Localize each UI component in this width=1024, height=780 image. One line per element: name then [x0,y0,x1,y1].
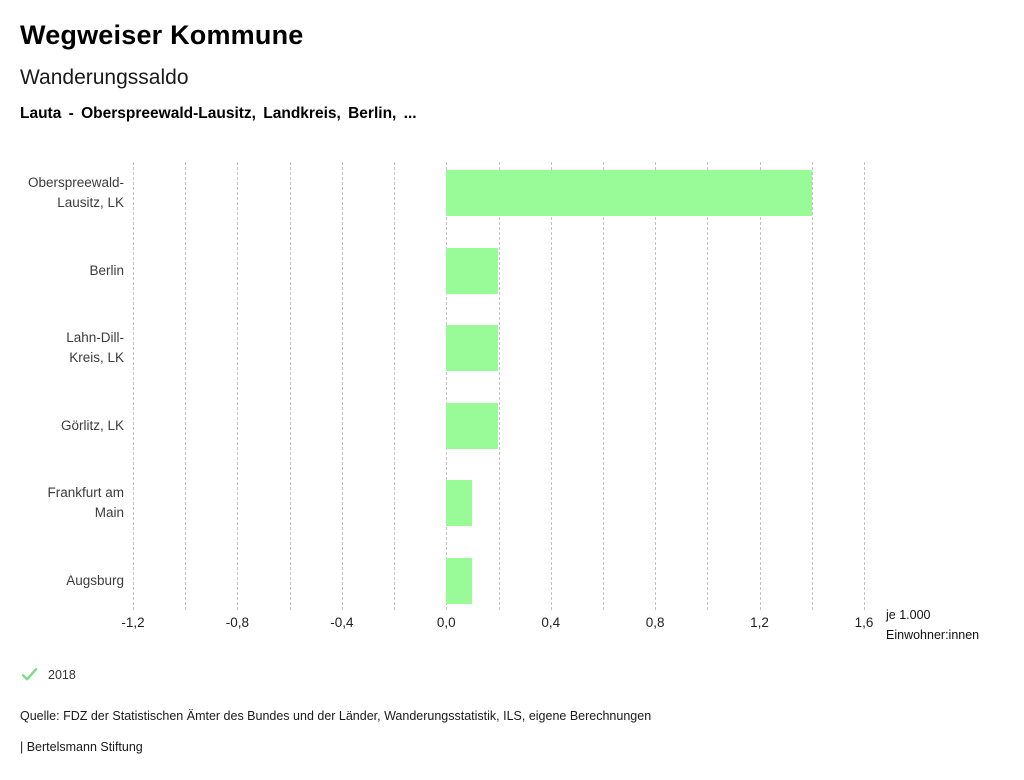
axis-unit-line1: je 1.000 [886,608,931,622]
category-label: Görlitz, LK [60,417,124,433]
gridline [707,162,709,610]
x-axis-tick-label: 0,0 [436,615,456,630]
bar-g-rlitz-lk[interactable] [446,402,499,449]
x-axis-tick-label: -1,2 [121,615,145,630]
category-label: Berlin [89,262,124,278]
gridline [341,162,343,610]
gridline [811,162,813,610]
gridline [289,162,291,610]
gridline [133,162,134,610]
chart-selection-breadcrumb: Lauta - Oberspreewald-Lausitz, Landkreis… [20,105,417,122]
gridline [394,162,396,610]
category-label: Lahn-Dill- Kreis, LK [66,330,124,365]
x-axis-tick-label: -0,4 [330,615,354,630]
category-label: Augsburg [66,572,124,588]
x-axis-tick-label: 0,4 [541,615,561,630]
gridline [864,162,865,610]
x-axis-tick-label: 1,2 [750,615,769,630]
category-label: Oberspreewald- Lausitz, LK [27,175,124,210]
check-icon [21,667,38,682]
x-axis-tick-label: 1,6 [854,615,874,630]
chart-title: Wanderungssaldo [20,66,189,89]
gridline [550,162,552,610]
page-title: Wegweiser Kommune [20,20,304,50]
x-axis-tick-label: 0,8 [645,615,665,630]
legend-year-toggle[interactable]: 2018 [21,667,76,682]
axis-unit-label: je 1.000 Einwohner:innen [886,605,979,645]
attribution: | Bertelsmann Stiftung [20,740,143,754]
plot-area [133,162,865,610]
source-note: Quelle: FDZ der Statistischen Ämter des … [20,709,652,723]
bar-berlin[interactable] [446,247,499,294]
gridline [498,162,500,610]
bar-oberspreewald-lausitz-lk[interactable] [446,170,812,216]
category-label: Frankfurt am Main [47,485,124,520]
gridline [185,162,187,610]
axis-unit-line2: Einwohner:innen [886,628,980,642]
legend-year-label: 2018 [48,667,76,682]
x-axis-tick-label: -0,8 [225,615,250,630]
gridline [237,162,239,610]
gridline [759,162,761,610]
bar-lahn-dill-kreis-lk[interactable] [446,325,499,371]
bar-frankfurt-am-main[interactable] [446,480,473,526]
bar-augsburg[interactable] [446,557,473,604]
gridline [655,162,657,610]
gridline [602,162,604,610]
gridline [446,162,448,610]
